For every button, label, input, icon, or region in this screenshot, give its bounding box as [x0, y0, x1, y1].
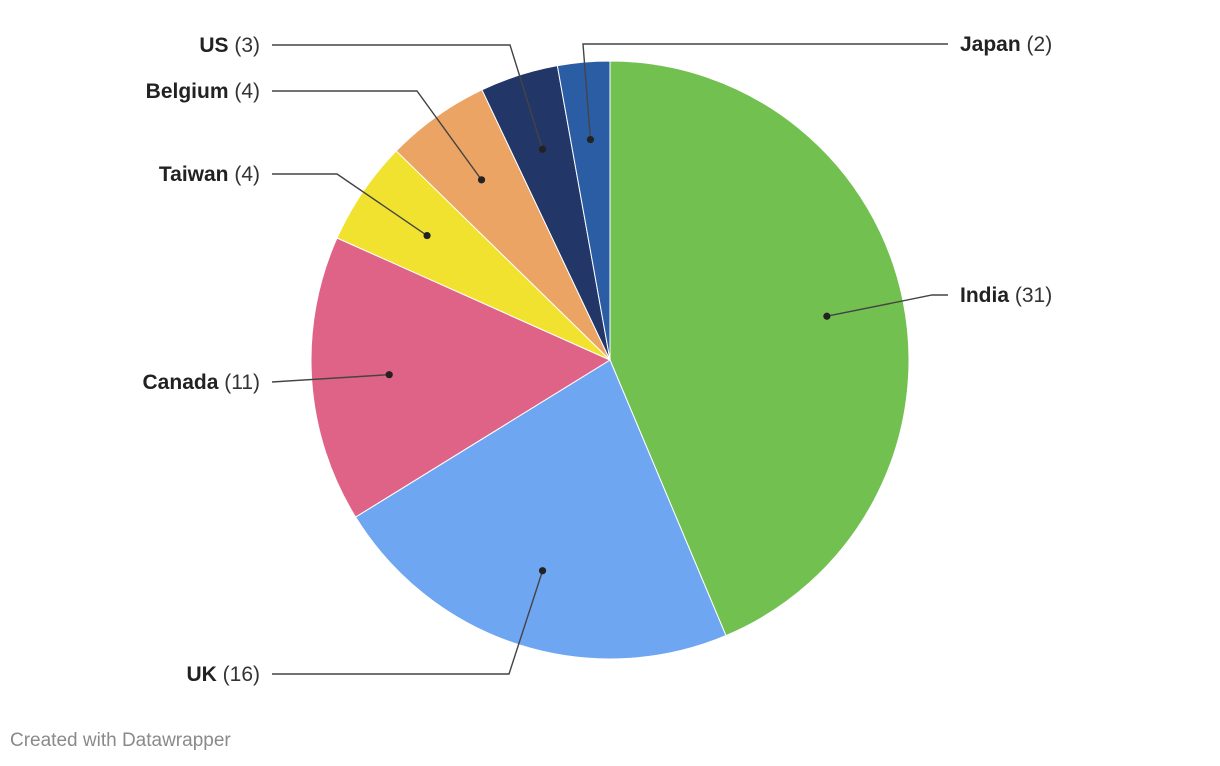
slice-label-uk: UK (16) — [186, 663, 260, 686]
pie-slice-japan — [556, 60, 611, 361]
anchor-dot-taiwan — [423, 231, 431, 240]
anchor-dot-us — [538, 145, 547, 153]
slice-label-value: (11) — [218, 371, 260, 394]
leader-line-canada — [271, 373, 390, 383]
slice-label-value: (2) — [1021, 33, 1053, 56]
credit-footer: Created with Datawrapper — [10, 730, 231, 751]
slice-label-name: Japan — [960, 33, 1021, 56]
pie-slices — [310, 60, 910, 660]
anchor-dot-canada — [385, 371, 393, 379]
slice-label-value: (3) — [229, 34, 261, 57]
slice-label-name: Belgium — [146, 80, 229, 103]
slice-label-name: UK — [186, 663, 216, 686]
leader-line-japan — [582, 43, 948, 140]
leader-line-belgium — [272, 90, 483, 181]
anchor-dot-india — [823, 312, 831, 320]
slice-label-name: Canada — [143, 371, 219, 394]
leader-line-india — [826, 294, 948, 317]
leader-line-us — [272, 44, 544, 150]
leader-line-taiwan — [272, 173, 428, 237]
slice-label-value: (4) — [229, 80, 261, 103]
slice-label-name: India — [960, 284, 1009, 307]
slice-label-india: India (31) — [960, 284, 1052, 307]
pie-labels: India (31)UK (16)Canada (11)Taiwan (4)Be… — [143, 33, 1053, 686]
anchor-dot-uk — [538, 567, 547, 575]
slice-label-taiwan: Taiwan (4) — [159, 163, 260, 186]
anchor-dot-japan — [586, 136, 595, 144]
slice-label-japan: Japan (2) — [960, 33, 1052, 56]
slice-label-canada: Canada (11) — [143, 371, 260, 394]
slice-label-name: US — [199, 34, 228, 57]
slice-label-name: Taiwan — [159, 163, 229, 186]
slice-label-value: (16) — [217, 663, 260, 686]
slice-label-value: (31) — [1009, 284, 1052, 307]
slice-label-belgium: Belgium (4) — [146, 80, 260, 103]
slice-label-value: (4) — [229, 163, 261, 186]
anchor-dot-belgium — [477, 176, 486, 184]
slice-label-us: US (3) — [199, 34, 260, 57]
pie-chart: India (31)UK (16)Canada (11)Taiwan (4)Be… — [143, 33, 1053, 686]
leader-line-uk — [272, 570, 544, 675]
